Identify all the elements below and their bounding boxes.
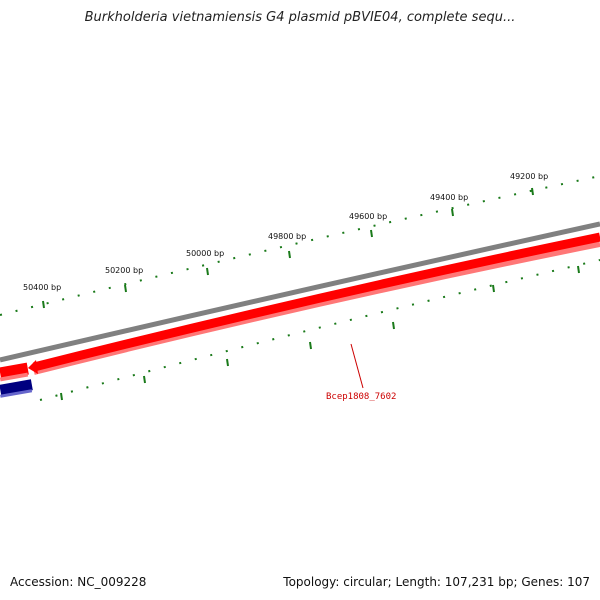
scale-label-49800: 49800 bp	[268, 232, 306, 241]
major-tick	[492, 284, 495, 293]
scale-label-50400: 50400 bp	[23, 283, 61, 292]
major-tick	[288, 250, 291, 259]
sequence-backbone	[0, 221, 600, 363]
major-tick	[577, 265, 580, 274]
major-tick	[124, 284, 127, 293]
major-tick	[309, 341, 312, 350]
map-title: Burkholderia vietnamiensis G4 plasmid pB…	[84, 10, 516, 25]
major-tick	[143, 375, 146, 384]
major-tick	[42, 300, 45, 309]
scale-label-49600: 49600 bp	[349, 212, 387, 221]
major-tick	[531, 187, 534, 196]
scale-label-49400: 49400 bp	[430, 193, 468, 202]
major-tick	[451, 208, 454, 217]
inner-tick-ring	[39, 259, 600, 401]
minor-ticks-outer	[0, 175, 600, 316]
forward-gene-Bcep1808_7602[interactable]	[32, 232, 600, 372]
scale-label-49200: 49200 bp	[510, 172, 548, 181]
major-tick	[226, 358, 229, 367]
minor-ticks-inner	[39, 259, 600, 401]
forward-gene-shadow	[33, 241, 600, 375]
gene-label[interactable]: Bcep1808_7602	[326, 392, 396, 402]
major-tick	[206, 267, 209, 276]
scale-label-50000: 50000 bp	[186, 249, 224, 258]
sequence-summary: Topology: circular; Length: 107,231 bp; …	[283, 575, 590, 589]
accession-label: Accession: NC_009228	[10, 575, 147, 589]
reverse-gene-shadow	[0, 389, 33, 398]
gene-label-leader	[350, 343, 364, 389]
major-tick	[392, 321, 395, 330]
major-ticks-outer	[42, 187, 534, 309]
major-ticks-inner	[60, 265, 580, 401]
forward-gene-left-shadow	[0, 372, 29, 382]
gene-arrow-head	[28, 360, 38, 374]
major-tick	[370, 229, 373, 238]
outer-tick-ring	[0, 175, 600, 316]
major-tick	[60, 392, 63, 401]
scale-label-50200: 50200 bp	[105, 266, 143, 275]
